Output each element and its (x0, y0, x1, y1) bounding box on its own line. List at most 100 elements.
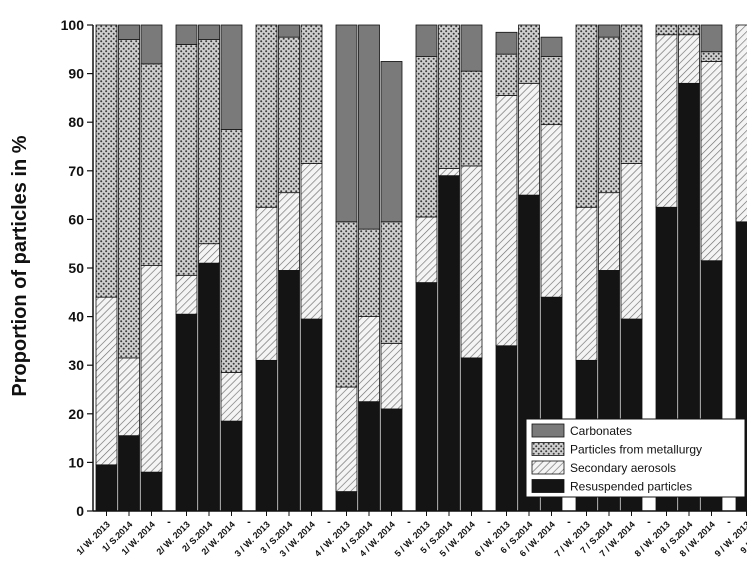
y-tick-label: 80 (68, 114, 84, 130)
bar-segment (598, 36, 620, 194)
bar-segment (118, 357, 140, 437)
y-tick-label: 30 (68, 357, 84, 373)
bar-segment (700, 24, 723, 53)
bar-segment (735, 24, 747, 223)
bar-segment (540, 36, 563, 57)
bar-segment (300, 318, 323, 512)
axes-layer: 0 10 20 30 40 50 60 70 80 90 100 (61, 17, 747, 519)
legend-label: Carbonates (570, 424, 632, 438)
bar-segment (118, 435, 140, 512)
bar-segment (175, 44, 198, 276)
x-gap-label: - (647, 516, 651, 528)
y-tick-label: 20 (68, 406, 84, 422)
bar-segment (655, 34, 678, 208)
bar-segment (460, 24, 483, 72)
bar-segment (678, 24, 700, 36)
x-gap-label: - (407, 516, 411, 528)
bar-segment (95, 464, 118, 512)
bar-segment (575, 206, 598, 361)
bar-segment (95, 296, 118, 466)
bar-segment (655, 24, 678, 36)
legend-swatch (531, 423, 565, 438)
bar-segment (620, 24, 643, 164)
legend-swatch (531, 442, 565, 456)
bar-segment (358, 316, 380, 403)
y-tick-label: 10 (68, 454, 84, 470)
bar-segment (220, 420, 243, 512)
bar-segment (540, 56, 563, 126)
bar-segment (380, 61, 403, 223)
bar-segment (335, 221, 358, 388)
x-gap-label: - (327, 516, 331, 528)
x-gap-label: - (247, 516, 251, 528)
bar-segment (518, 82, 540, 196)
bar-segment (495, 53, 518, 96)
bar-segment (300, 163, 323, 320)
bar-segment (415, 24, 438, 57)
bar-segment (540, 124, 563, 298)
bar-segment (495, 31, 518, 55)
bar-segment (700, 51, 723, 62)
x-gap-label: - (487, 516, 491, 528)
y-tick-label: 90 (68, 66, 84, 82)
bar-segment (495, 345, 518, 512)
bar-segment (255, 24, 278, 208)
bar-segment (95, 24, 118, 298)
bar-segment (220, 129, 243, 373)
bar-segment (438, 175, 460, 512)
bar-segment (460, 70, 483, 167)
bar-segment (175, 313, 198, 512)
bar-segment (358, 24, 380, 230)
bar-segment (175, 274, 198, 315)
bar-segment (118, 39, 140, 359)
legend: Carbonates Particles from metallurgy Secon… (525, 418, 746, 498)
bar-segment (255, 206, 278, 361)
bar-segment (175, 24, 198, 45)
y-tick-label: 100 (61, 17, 85, 33)
bar-segment (198, 39, 220, 245)
bar-segment (380, 408, 403, 512)
bar-segment (198, 243, 220, 264)
bar-segment (678, 34, 700, 84)
y-tick-label: 0 (76, 503, 84, 519)
bar-segment (140, 471, 163, 512)
bar-segment (495, 95, 518, 347)
bar-segment (118, 24, 140, 40)
bar-segment (278, 36, 300, 194)
legend-swatch (531, 479, 565, 493)
bar-segment (518, 24, 540, 84)
bar-segment (460, 165, 483, 359)
bar-segment (575, 24, 598, 208)
bar-segment (460, 357, 483, 512)
bar-segment (335, 386, 358, 492)
x-gap-label: - (727, 516, 731, 528)
bar-segment (598, 192, 620, 271)
legend-label: Secondary aerosols (570, 461, 676, 475)
bar-segment (198, 262, 220, 512)
y-tick-label: 70 (68, 163, 84, 179)
bar-segment (380, 342, 403, 410)
bar-segment (438, 167, 460, 177)
bar-segment (220, 24, 243, 130)
bar-segment (358, 228, 380, 317)
bar-segment (438, 24, 460, 169)
legend-label: Particles from metallurgy (570, 443, 702, 457)
bar-segment (255, 359, 278, 512)
y-tick-label: 60 (68, 211, 84, 227)
bar-segment (198, 24, 220, 40)
bar-segment (335, 491, 358, 512)
bar-segment (140, 63, 163, 266)
bar-segment (220, 372, 243, 422)
x-gap-label: - (167, 516, 171, 528)
bar-segment (278, 192, 300, 271)
bar-segment (140, 24, 163, 65)
bar-segment (598, 24, 620, 38)
bar-segment (278, 24, 300, 38)
bar-segment (415, 216, 438, 283)
x-gap-label: - (567, 516, 571, 528)
bar-segment (140, 265, 163, 473)
bar-segment (415, 56, 438, 218)
bar-segment (335, 24, 358, 223)
